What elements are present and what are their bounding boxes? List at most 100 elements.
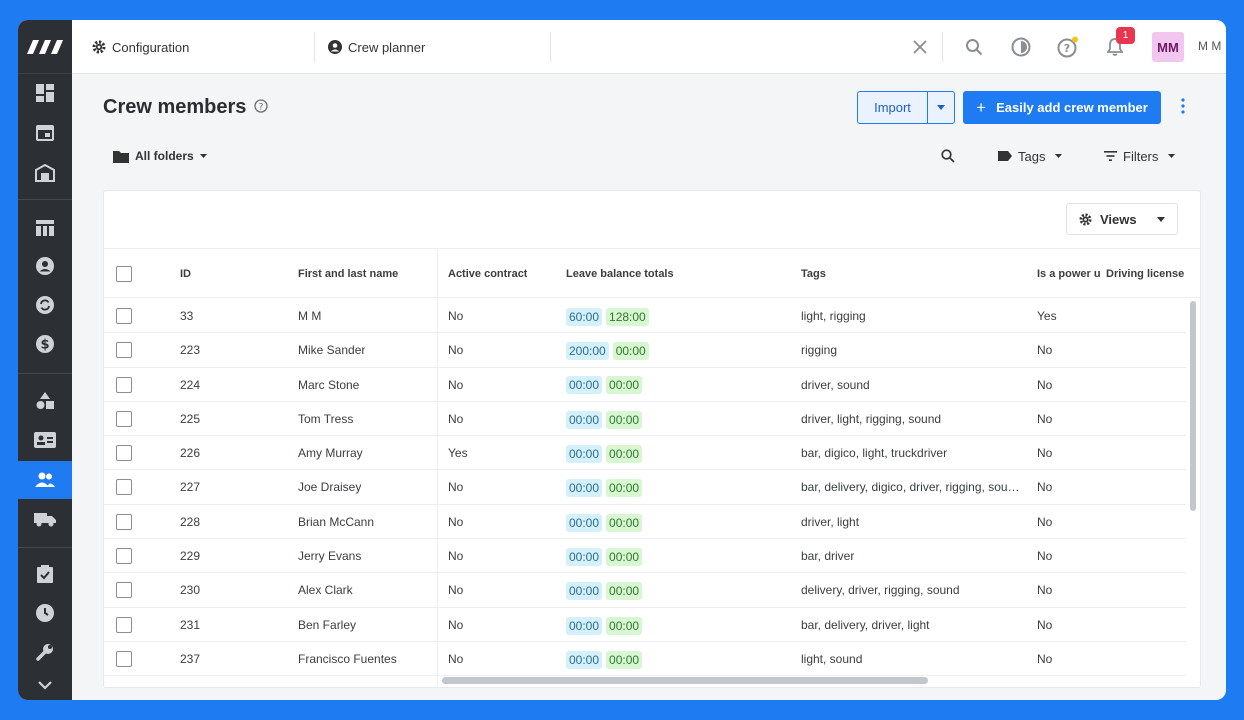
table-row[interactable]: 229 Jerry Evans No 00:00 00:00 bar, driver No — [104, 539, 1186, 574]
tag-icon — [998, 151, 1012, 161]
cell-tags: bar, delivery, digico, driver, rigging, … — [801, 480, 1020, 495]
help-button[interactable]: ? — [1056, 35, 1080, 59]
tab-crew-planner[interactable]: Crew planner — [328, 20, 425, 74]
table-row[interactable]: 224 Marc Stone No 00:00 00:00 driver, sound No — [104, 368, 1186, 402]
clipboard-check-icon — [37, 565, 53, 583]
cell-name: Francisco Fuentes — [298, 651, 397, 666]
horizontal-scrollbar-thumb[interactable] — [442, 677, 928, 684]
import-button[interactable]: Import — [858, 92, 928, 123]
cell-id: 237 — [180, 651, 201, 666]
cell-id: 33 — [180, 309, 194, 323]
column-header-tags[interactable]: Tags — [801, 268, 826, 280]
cell-power-user: No — [1037, 411, 1053, 426]
leave-balance-pill: 00:00 — [606, 513, 643, 532]
table-row[interactable]: 33 M M No 60:00 128:00 light, rigging Yes — [104, 299, 1186, 334]
filters-row: All folders Tags Filters — [103, 140, 1226, 174]
column-header-active-contract[interactable]: Active contract — [448, 268, 528, 280]
column-header-power-user[interactable]: Is a power u — [1037, 268, 1101, 280]
row-checkbox[interactable] — [116, 616, 132, 633]
import-dropdown-button[interactable] — [928, 92, 954, 123]
sidebar-item-time[interactable] — [18, 595, 72, 631]
column-header-id[interactable]: ID — [180, 268, 191, 280]
folders-dropdown[interactable]: All folders — [107, 140, 227, 172]
cell-active-contract: No — [448, 377, 464, 392]
contact-card-icon — [34, 432, 56, 448]
leave-balance-pill: 00:00 — [606, 479, 643, 498]
sidebar-item-dashboard[interactable] — [18, 75, 72, 111]
column-header-driving-license[interactable]: Driving license — [1106, 268, 1185, 280]
sidebar-rail: $ — [18, 20, 72, 700]
cell-leave-balance: 00:00 00:00 — [566, 368, 646, 402]
table-row[interactable]: 226 Amy Murray Yes 00:00 00:00 bar, digico, l… — [104, 436, 1186, 471]
row-checkbox[interactable] — [116, 410, 132, 427]
cell-leave-balance: 00:00 00:00 — [566, 642, 646, 676]
sidebar-item-equipment[interactable] — [18, 383, 72, 419]
table-row[interactable]: 227 Joe Draisey No 00:00 00:00 bar, delivery,… — [104, 470, 1186, 505]
cell-name: Marc Stone — [298, 377, 360, 392]
help-icon[interactable]: ? — [254, 99, 268, 118]
sidebar-item-table[interactable] — [18, 210, 72, 246]
sidebar-expand[interactable] — [18, 670, 72, 700]
sidebar-item-finance[interactable]: $ — [18, 326, 72, 362]
table-row[interactable]: 237 Francisco Fuentes No 00:00 00:00 light, s… — [104, 642, 1186, 677]
vertical-scrollbar-thumb[interactable] — [1190, 301, 1196, 511]
sidebar-item-calendar[interactable] — [18, 114, 72, 150]
column-header-name[interactable]: First and last name — [298, 268, 399, 280]
sidebar-item-tools[interactable] — [18, 634, 72, 670]
wrench-icon — [36, 644, 53, 661]
shapes-icon — [36, 392, 54, 409]
sidebar-item-sync[interactable] — [18, 287, 72, 323]
crew-table-card: Views ID First and last name Active cont… — [103, 190, 1201, 688]
row-checkbox[interactable] — [116, 308, 132, 324]
close-icon — [913, 40, 927, 54]
sidebar-item-profile[interactable] — [18, 248, 72, 284]
filters-dropdown[interactable]: Filters — [1098, 140, 1202, 172]
tab-configuration[interactable]: Configuration — [92, 20, 189, 74]
row-checkbox[interactable] — [116, 445, 132, 462]
row-checkbox[interactable] — [116, 650, 132, 667]
leave-balance-pill: 00:00 — [566, 410, 603, 429]
cell-leave-balance: 60:00 128:00 — [566, 299, 653, 333]
row-checkbox[interactable] — [116, 342, 132, 359]
notification-badge: 1 — [1116, 27, 1135, 44]
close-button[interactable] — [908, 35, 932, 59]
theme-button[interactable] — [1009, 35, 1033, 59]
chevron-down-icon — [38, 680, 52, 690]
column-header-leave-balance[interactable]: Leave balance totals — [566, 268, 674, 280]
leave-balance-pill: 00:00 — [566, 616, 603, 635]
table-row[interactable]: 228 Brian McCann No 00:00 00:00 driver, light… — [104, 505, 1186, 540]
user-name[interactable]: M M — [1198, 39, 1222, 53]
cell-active-contract: No — [448, 651, 464, 666]
search-icon — [941, 149, 955, 163]
leave-balance-pill: 00:00 — [606, 547, 643, 566]
leave-balance-pill: 00:00 — [606, 650, 643, 669]
cell-id: 223 — [180, 343, 201, 358]
row-checkbox[interactable] — [116, 513, 132, 530]
table-row[interactable]: 223 Mike Sander No 200:00 00:00 rigging No — [104, 333, 1186, 368]
search-button[interactable] — [962, 35, 986, 59]
add-crew-member-button[interactable]: + Easily add crew member — [963, 91, 1161, 124]
row-checkbox[interactable] — [116, 548, 132, 565]
tags-dropdown[interactable]: Tags — [992, 140, 1080, 172]
sidebar-item-logistics[interactable] — [18, 501, 72, 537]
views-dropdown[interactable]: Views — [1066, 203, 1178, 235]
cell-id: 228 — [180, 514, 201, 529]
svg-text:$: $ — [40, 338, 49, 353]
sidebar-item-warehouse[interactable] — [18, 155, 72, 191]
select-all-checkbox[interactable] — [116, 266, 132, 282]
tags-label: Tags — [1018, 148, 1046, 164]
row-checkbox[interactable] — [116, 582, 132, 599]
sidebar-item-tasks[interactable] — [18, 556, 72, 592]
row-checkbox[interactable] — [116, 479, 132, 496]
table-row[interactable]: 230 Alex Clark No 00:00 00:00 delivery, drive… — [104, 573, 1186, 608]
truck-icon — [34, 513, 56, 527]
avatar[interactable]: MM — [1152, 32, 1184, 62]
sidebar-item-contacts[interactable] — [18, 422, 72, 458]
row-checkbox[interactable] — [116, 376, 132, 393]
table-row[interactable]: 225 Tom Tress No 00:00 00:00 driver, light, r… — [104, 402, 1186, 437]
logo-icon[interactable] — [18, 20, 72, 74]
more-options-button[interactable] — [1181, 98, 1185, 119]
table-row[interactable]: 231 Ben Farley No 00:00 00:00 bar, delivery, … — [104, 608, 1186, 642]
sidebar-item-crew[interactable] — [18, 461, 72, 499]
table-search-button[interactable] — [928, 140, 968, 172]
